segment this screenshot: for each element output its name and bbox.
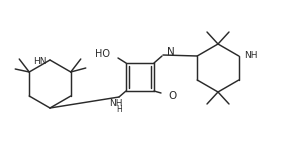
Text: NH: NH [244,52,257,60]
Text: NH: NH [109,98,123,107]
Text: O: O [168,91,176,101]
Text: N: N [167,47,175,57]
Text: HN: HN [33,57,47,67]
Text: HO: HO [95,49,110,59]
Text: H: H [116,105,122,114]
